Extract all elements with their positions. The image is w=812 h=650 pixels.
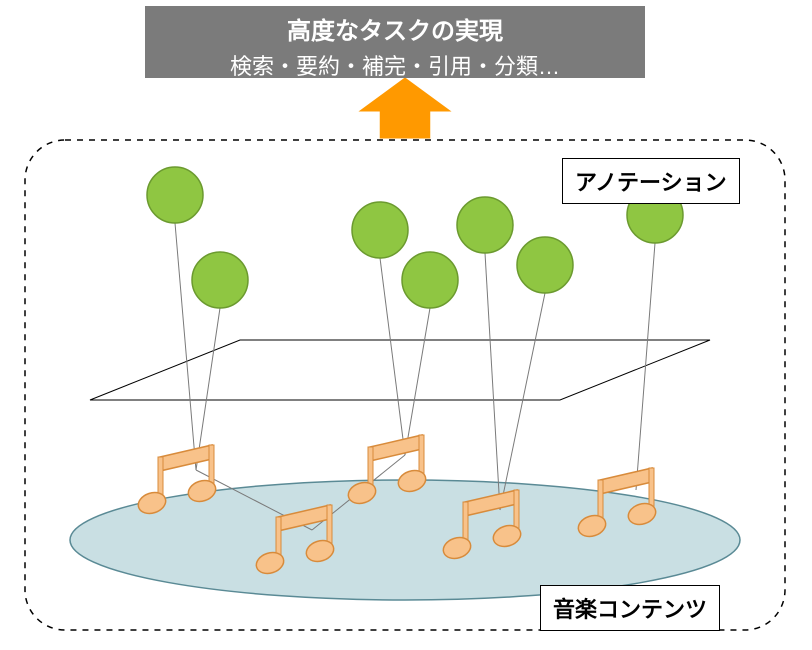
header-box: 高度なタスクの実現 検索・要約・補完・引用・分類… bbox=[145, 6, 645, 78]
header-title: 高度なタスクの実現 bbox=[161, 14, 629, 50]
content-label: 音楽コンテンツ bbox=[540, 585, 720, 631]
diagram-stage bbox=[0, 0, 812, 650]
arrow-up bbox=[360, 78, 450, 138]
header-subtitle: 検索・要約・補完・引用・分類… bbox=[161, 50, 629, 83]
plane bbox=[90, 340, 710, 400]
annotation-label: アノテーション bbox=[562, 158, 740, 204]
pool bbox=[70, 480, 740, 600]
